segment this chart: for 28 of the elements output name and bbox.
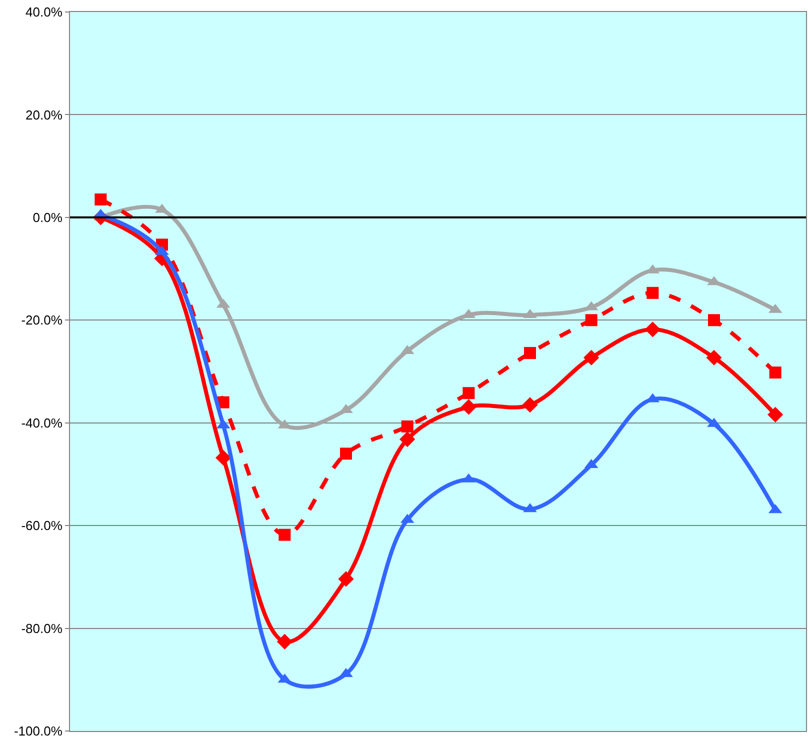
point [462, 387, 475, 400]
point [338, 571, 354, 587]
y-tick-label: -40.0% [21, 415, 63, 430]
point [706, 350, 722, 366]
point [216, 450, 232, 466]
point [585, 314, 598, 326]
point [524, 347, 536, 360]
point [646, 286, 659, 299]
y-tick-label: -60.0% [21, 518, 63, 534]
point [584, 350, 600, 366]
y-tick-label: 0.0% [32, 210, 63, 225]
point [401, 420, 414, 432]
y-tick-label: -20.0% [21, 312, 63, 328]
point [340, 448, 352, 460]
point [644, 322, 660, 338]
point [400, 431, 416, 448]
point [522, 397, 538, 413]
point [276, 634, 292, 650]
y-tick-label: 40.0% [26, 4, 63, 20]
y-tick-label: 20.0% [26, 107, 63, 122]
point [460, 399, 476, 415]
point [94, 193, 107, 206]
point [278, 528, 291, 541]
y-tick-label: -80.0% [21, 620, 63, 636]
point [769, 366, 782, 379]
point [768, 406, 784, 422]
y-tick-label: -100.0% [14, 724, 63, 739]
point [708, 314, 720, 326]
